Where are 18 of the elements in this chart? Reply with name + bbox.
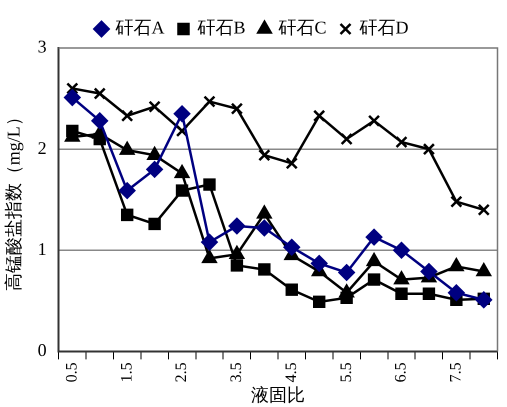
x-tick-label: 5.5 [338, 362, 355, 382]
x-tick-label: 3.5 [228, 362, 246, 382]
legend-label: 矸石C [278, 18, 327, 38]
legend-label: 矸石B [196, 18, 246, 38]
x-axis-title: 液固比 [251, 384, 306, 405]
y-tick-label: 2 [38, 138, 47, 158]
y-axis-title: 高锰酸盐指数（mg/L） [4, 108, 24, 292]
legend-label: 矸石D [358, 18, 409, 38]
y-tick-label: 1 [38, 239, 47, 259]
y-tick-label: 0 [38, 340, 47, 360]
legend-label: 矸石A [114, 18, 164, 38]
x-tick-label: 0.5 [64, 362, 81, 382]
x-tick-label: 4.5 [282, 362, 300, 382]
x-tick-label: 2.5 [173, 362, 190, 382]
x-tick-label: 6.5 [392, 362, 410, 382]
y-tick-label: 3 [38, 36, 47, 57]
x-tick-label: 1.5 [118, 362, 136, 382]
x-tick-label: 7.5 [448, 362, 465, 382]
